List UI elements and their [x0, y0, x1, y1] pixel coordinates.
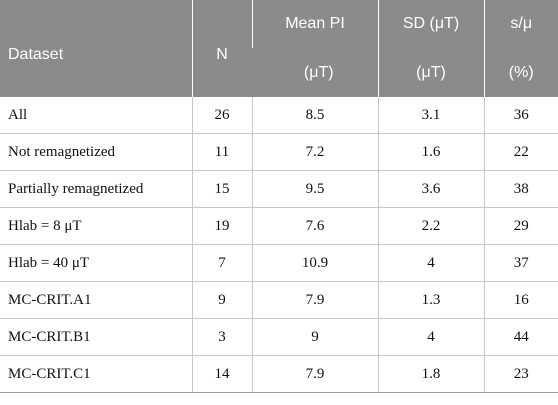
cell-n: 11 [191, 133, 252, 171]
table-row: MC-CRIT.A1 9 7.9 1.3 16 [0, 281, 558, 319]
table-row: MC-CRIT.B1 3 9 4 44 [0, 318, 558, 356]
header-mean-pi-unit: (μT) [252, 47, 378, 97]
cell-s-mu: 29 [483, 207, 558, 245]
cell-sd: 4 [377, 318, 484, 356]
cell-s-mu: 36 [483, 97, 558, 134]
cell-n: 26 [191, 97, 252, 134]
cell-dataset: Hlab = 40 μT [0, 244, 192, 282]
cell-mean-pi: 7.9 [251, 281, 378, 319]
cell-s-mu: 22 [483, 133, 558, 171]
cell-dataset: Partially remagnetized [0, 170, 192, 208]
header-sd-unit: (μT) [377, 47, 484, 97]
cell-dataset: MC-CRIT.A1 [0, 281, 192, 319]
cell-s-mu: 44 [483, 318, 558, 356]
cell-mean-pi: 8.5 [251, 97, 378, 134]
cell-sd: 1.6 [377, 133, 484, 171]
cell-dataset: All [0, 97, 192, 134]
table-row: All 26 8.5 3.1 36 [0, 97, 558, 134]
header-mean-pi: Mean PI [251, 0, 378, 48]
cell-mean-pi: 9 [251, 318, 378, 356]
header-s-mu: s/μ [483, 0, 558, 48]
cell-dataset: MC-CRIT.C1 [0, 355, 192, 393]
header-sd: SD (μT) [377, 0, 484, 48]
cell-sd: 4 [377, 244, 484, 282]
cell-mean-pi: 10.9 [251, 244, 378, 282]
cell-n: 9 [191, 281, 252, 319]
cell-dataset: MC-CRIT.B1 [0, 318, 192, 356]
cell-mean-pi: 9.5 [251, 170, 378, 208]
cell-sd: 2.2 [377, 207, 484, 245]
cell-s-mu: 16 [483, 281, 558, 319]
cell-n: 3 [191, 318, 252, 356]
cell-n: 14 [191, 355, 252, 393]
cell-mean-pi: 7.6 [251, 207, 378, 245]
cell-sd: 1.3 [377, 281, 484, 319]
cell-s-mu: 38 [483, 170, 558, 208]
cell-n: 19 [191, 207, 252, 245]
cell-mean-pi: 7.2 [251, 133, 378, 171]
table-row: MC-CRIT.C1 14 7.9 1.8 23 [0, 355, 558, 393]
cell-sd: 3.1 [377, 97, 484, 134]
cell-n: 15 [191, 170, 252, 208]
table-body: All 26 8.5 3.1 36 Not remagnetized 11 7.… [0, 97, 558, 393]
table-header: Dataset N Mean PI SD (μT) s/μ (μT) (μT) … [0, 0, 558, 97]
header-dataset: Dataset [0, 0, 192, 97]
data-table: Dataset N Mean PI SD (μT) s/μ (μT) (μT) … [0, 0, 558, 393]
cell-s-mu: 23 [483, 355, 558, 393]
cell-sd: 1.8 [377, 355, 484, 393]
table-row: Partially remagnetized 15 9.5 3.6 38 [0, 170, 558, 208]
cell-sd: 3.6 [377, 170, 484, 208]
cell-mean-pi: 7.9 [251, 355, 378, 393]
cell-dataset: Not remagnetized [0, 133, 192, 171]
cell-dataset: Hlab = 8 μT [0, 207, 192, 245]
table-row: Not remagnetized 11 7.2 1.6 22 [0, 133, 558, 171]
header-s-mu-unit: (%) [483, 47, 558, 97]
table-row: Hlab = 8 μT 19 7.6 2.2 29 [0, 207, 558, 245]
header-n: N [191, 0, 252, 97]
cell-n: 7 [191, 244, 252, 282]
table-row: Hlab = 40 μT 7 10.9 4 37 [0, 244, 558, 282]
cell-s-mu: 37 [483, 244, 558, 282]
